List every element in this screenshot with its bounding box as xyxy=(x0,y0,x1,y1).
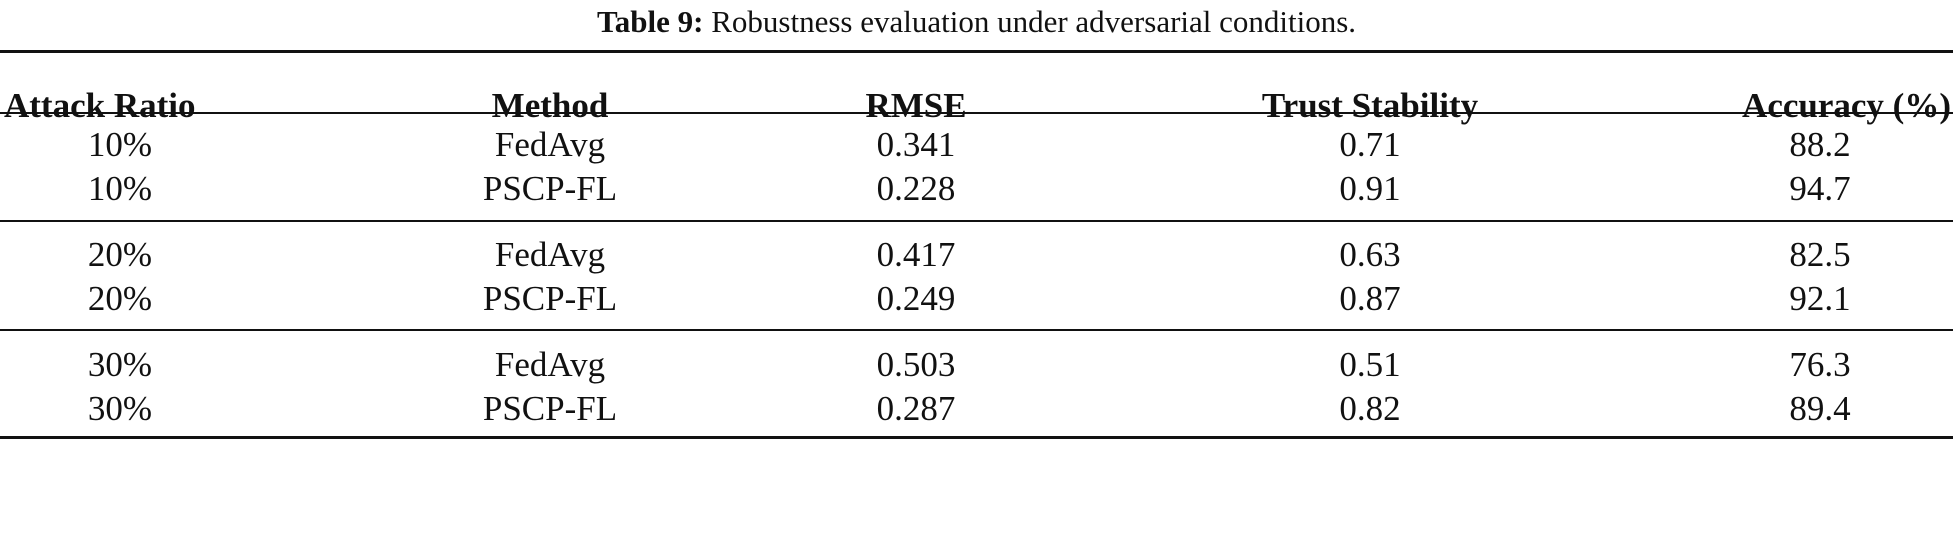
header-trust-stability: Trust Stability xyxy=(1261,86,1479,125)
cell-attack-ratio: 10% xyxy=(87,169,153,208)
cell-method: FedAvg xyxy=(494,235,606,274)
cell-accuracy: 92.1 xyxy=(1789,279,1851,318)
table-bottom-rule xyxy=(0,436,1953,439)
cell-method: FedAvg xyxy=(494,345,606,384)
header-attack-ratio: Attack Ratio xyxy=(4,86,196,125)
group-separator-rule xyxy=(0,329,1953,331)
table-top-rule xyxy=(0,50,1953,53)
cell-attack-ratio: 20% xyxy=(87,279,153,318)
table-caption-text: Robustness evaluation under adversarial … xyxy=(711,4,1357,39)
table-caption-label: Table 9: xyxy=(596,4,704,39)
cell-attack-ratio: 30% xyxy=(87,389,153,428)
cell-method: PSCP-FL xyxy=(482,279,618,318)
cell-trust-stability: 0.87 xyxy=(1339,279,1401,318)
cell-attack-ratio: 30% xyxy=(87,345,153,384)
cell-rmse: 0.503 xyxy=(876,345,956,384)
cell-rmse: 0.249 xyxy=(876,279,956,318)
cell-rmse: 0.287 xyxy=(876,389,956,428)
header-rmse: RMSE xyxy=(865,86,967,125)
cell-rmse: 0.228 xyxy=(876,169,956,208)
cell-trust-stability: 0.51 xyxy=(1339,345,1401,384)
cell-attack-ratio: 10% xyxy=(87,125,153,164)
cell-accuracy: 94.7 xyxy=(1789,169,1851,208)
cell-rmse: 0.417 xyxy=(876,235,956,274)
cell-trust-stability: 0.71 xyxy=(1339,125,1401,164)
cell-method: PSCP-FL xyxy=(482,389,618,428)
cell-trust-stability: 0.82 xyxy=(1339,389,1401,428)
cell-attack-ratio: 20% xyxy=(87,235,153,274)
header-rule xyxy=(0,112,1953,114)
header-method: Method xyxy=(491,86,609,125)
cell-accuracy: 89.4 xyxy=(1789,389,1851,428)
group-separator-rule xyxy=(0,220,1953,222)
cell-rmse: 0.341 xyxy=(876,125,956,164)
cell-trust-stability: 0.91 xyxy=(1339,169,1401,208)
cell-accuracy: 76.3 xyxy=(1789,345,1851,384)
cell-trust-stability: 0.63 xyxy=(1339,235,1401,274)
cell-method: PSCP-FL xyxy=(482,169,618,208)
header-accuracy: Accuracy (%) xyxy=(1742,86,1951,125)
table-caption: Table 9: Robustness evaluation under adv… xyxy=(0,0,1953,50)
cell-accuracy: 82.5 xyxy=(1789,235,1851,274)
cell-method: FedAvg xyxy=(494,125,606,164)
cell-accuracy: 88.2 xyxy=(1789,125,1851,164)
